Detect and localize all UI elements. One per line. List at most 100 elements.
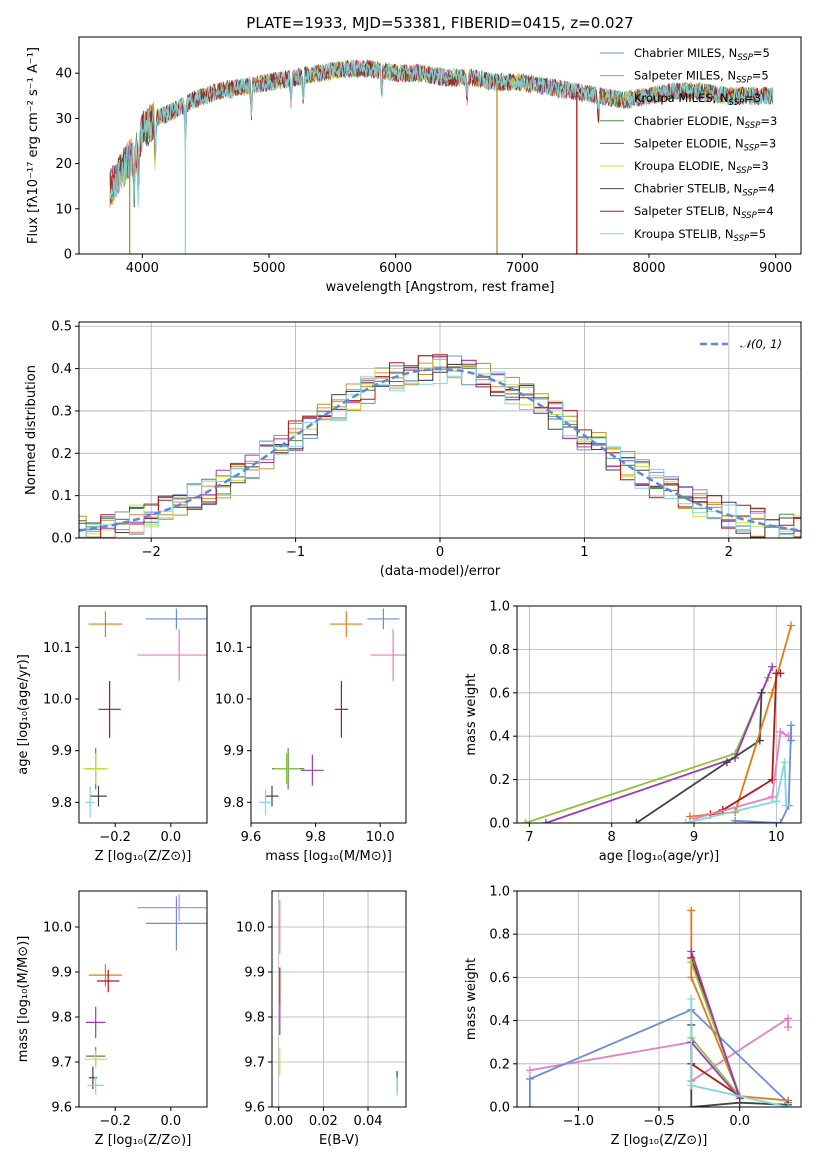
x-tick-label: 0.02	[309, 1114, 338, 1129]
weight-marker-0-0	[521, 819, 530, 823]
y-tick-label: 9.8	[51, 796, 72, 811]
y-tick-label: 0.6	[489, 971, 510, 986]
line-group	[521, 621, 796, 823]
weight-marker-7-0	[687, 995, 696, 1003]
weight-marker-5-1	[768, 792, 777, 801]
y-tick-label: 0.2	[489, 773, 510, 788]
line-group	[525, 906, 793, 1107]
y-tick-label: 10	[55, 202, 72, 217]
legend-entry-4: Salpeter ELODIE, NSSP=3	[634, 136, 776, 153]
y-tick-label: 10.1	[215, 641, 244, 656]
legend-entry-5: Kroupa ELODIE, NSSP=3	[634, 159, 769, 176]
legend-entry-6: Chabrier STELIB, NSSP=4	[634, 182, 775, 199]
y-tick-label: 9.6	[51, 1101, 72, 1116]
y-tick-label: 9.8	[244, 1011, 265, 1026]
x-tick-label: 5000	[252, 261, 285, 276]
x-tick-label: 9	[690, 830, 698, 845]
weight-marker-6-0	[731, 816, 740, 823]
weight-series-2	[690, 910, 789, 1102]
weight-marker-6-1	[776, 819, 785, 823]
x-tick-label: −0.5	[643, 1114, 675, 1129]
y-tick-label: 1.0	[489, 600, 510, 615]
x-tick-label: 0.00	[264, 1114, 293, 1129]
y-tick-label: 30	[55, 112, 72, 127]
x-axis-label: Z [log₁₀(Z/Z⊙)]	[611, 1133, 708, 1148]
weight-marker-2-1	[722, 758, 731, 767]
y-tick-label: 10.0	[215, 693, 244, 708]
weight-marker-5-2	[776, 727, 785, 736]
errorbar-group	[83, 608, 207, 818]
axes-frame	[78, 36, 802, 255]
y-tick-label: 9.9	[223, 744, 244, 759]
massweight-vs-age-panel: 7 8 9 10 0.0 0.2 0.4 0.6 0.8 1.0 age [log₁₀(age/yr…	[464, 600, 802, 864]
legend-entry-0: Chabrier MILES, NSSP=5	[634, 46, 770, 63]
x-axis-label: mass [log₁₀(M/M⊙)]	[265, 849, 392, 864]
weight-marker-0-0	[525, 1066, 534, 1075]
histogram-series-0	[79, 355, 801, 538]
y-tick-label: 0.4	[489, 1014, 510, 1029]
weight-marker-2-0	[687, 906, 696, 915]
weight-marker-3-3	[787, 621, 796, 630]
y-tick-label: 1.0	[489, 885, 510, 900]
y-tick-label: 0.0	[489, 1101, 510, 1116]
weight-marker-6-4	[787, 736, 796, 745]
y-tick-label: 0.3	[51, 404, 72, 419]
histogram-series-4	[79, 356, 801, 535]
weight-series-0	[524, 677, 769, 823]
age-vs-mass-panel: 9.6 9.8 10.0 9.8 9.9 10.0 10.1 mass [log₁₀(M/M⊙…	[215, 605, 407, 864]
normal-curve	[79, 367, 801, 532]
x-axis-label: wavelength [Angstrom, rest frame]	[326, 280, 555, 295]
axes-frame	[250, 605, 407, 824]
y-tick-label: 9.9	[51, 966, 72, 981]
axes-frame	[271, 890, 407, 1108]
histogram-group	[79, 354, 801, 538]
weight-marker-1-0	[525, 1103, 534, 1107]
y-tick-label: 0.6	[489, 686, 510, 701]
x-tick-label: 9.8	[305, 830, 326, 845]
y-tick-label: 9.8	[223, 796, 244, 811]
y-tick-label: 0.1	[51, 489, 72, 504]
x-tick-label: −0.2	[99, 1114, 131, 1129]
axes-frame	[78, 321, 802, 539]
figure-title: PLATE=1933, MJD=53381, FIBERID=0415, z=0…	[246, 14, 633, 32]
axes-frame	[78, 890, 208, 1108]
weight-marker-6-1	[687, 1103, 696, 1107]
x-tick-label: 0	[436, 545, 444, 560]
x-axis-label: E(B-V)	[319, 1133, 359, 1148]
y-axis-label: age [log₁₀(age/yr)]	[16, 654, 31, 775]
y-tick-label: 10.0	[236, 921, 265, 936]
weight-series-7	[685, 762, 788, 823]
weight-marker-3-0	[685, 812, 694, 821]
x-axis-label: (data-model)/error	[380, 564, 501, 579]
x-tick-label: 6000	[379, 261, 412, 276]
x-tick-label: 0.0	[729, 1114, 750, 1129]
y-tick-label: 10.0	[43, 693, 72, 708]
mass-vs-metallicity-panel: −0.2 0.0 9.6 9.7 9.8 9.9 10.0 Z [log₁₀(Z/Z⊙)] ma…	[16, 890, 208, 1148]
errorbar-group	[279, 900, 398, 1096]
y-tick-label: 0.8	[489, 928, 510, 943]
y-tick-label: 0.4	[489, 730, 510, 745]
y-axis-label: Flux [fλ10⁻¹⁷ erg cm⁻² s⁻¹ A⁻¹]	[26, 47, 41, 244]
x-tick-label: 4000	[126, 261, 159, 276]
y-tick-label: 10.0	[43, 921, 72, 936]
weight-marker-7-3	[782, 801, 791, 810]
y-axis-label: Normed distribution	[24, 365, 39, 495]
weight-marker-6-2	[735, 1098, 744, 1107]
y-tick-label: 9.9	[244, 966, 265, 981]
axes-frame	[516, 605, 802, 824]
y-tick-label: 9.8	[51, 1011, 72, 1026]
x-tick-label: 0.04	[354, 1114, 383, 1129]
x-tick-label: 8	[608, 830, 616, 845]
y-tick-label: 10.1	[43, 641, 72, 656]
x-tick-label: 2	[725, 545, 733, 560]
weight-marker-1-2	[768, 662, 777, 671]
y-tick-label: 0.0	[489, 817, 510, 832]
weight-marker-7-1	[772, 797, 781, 806]
weight-marker-2-1	[687, 973, 696, 982]
y-tick-label: 9.7	[244, 1056, 265, 1071]
x-tick-label: −2	[142, 545, 161, 560]
weight-marker-6-3	[787, 721, 796, 730]
x-tick-label: 9.6	[241, 830, 262, 845]
legend-entry-2: Kroupa MILES, NSSP=3	[634, 91, 761, 108]
